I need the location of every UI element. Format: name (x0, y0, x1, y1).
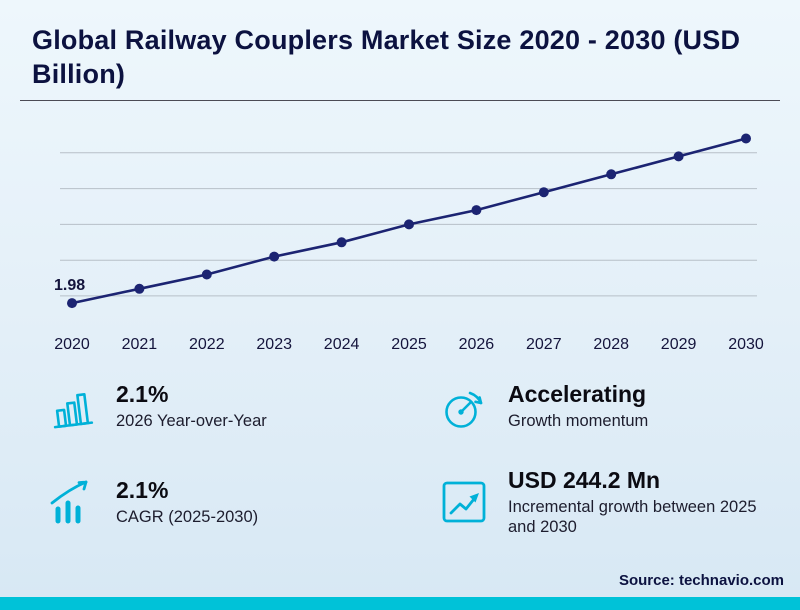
stat-value: Accelerating (508, 381, 647, 408)
svg-text:2026: 2026 (459, 336, 495, 353)
stat-text: 2.1% CAGR (2025-2030) (116, 477, 258, 528)
stat-text: 2.1% 2026 Year-over-Year (116, 381, 267, 432)
stat-text: USD 244.2 Mn Incremental growth between … (508, 467, 758, 538)
stat-incremental-growth: USD 244.2 Mn Incremental growth between … (436, 467, 784, 538)
stat-label: Growth momentum (508, 412, 649, 431)
speedometer-icon (445, 391, 483, 428)
svg-text:2021: 2021 (122, 336, 158, 353)
svg-text:2023: 2023 (256, 336, 292, 353)
chart-growth-icon (442, 481, 486, 523)
stats-grid: 2.1% 2026 Year-over-Year Accelerating Gr… (0, 365, 800, 538)
footer-strip (0, 597, 800, 610)
svg-text:2029: 2029 (661, 336, 697, 353)
svg-text:2024: 2024 (324, 336, 360, 353)
svg-text:2025: 2025 (391, 336, 427, 353)
stat-label: 2026 Year-over-Year (116, 412, 267, 431)
svg-text:2030: 2030 (728, 336, 764, 353)
svg-text:2027: 2027 (526, 336, 562, 353)
growth-bars-icon (50, 480, 88, 524)
stat-label: Incremental growth between 2025 and 2030 (508, 497, 757, 537)
stat-cagr: 2.1% CAGR (2025-2030) (44, 467, 436, 538)
stat-label: CAGR (2025-2030) (116, 507, 259, 526)
page-title: Global Railway Couplers Market Size 2020… (32, 25, 741, 89)
title-divider (20, 99, 780, 101)
svg-text:1.98: 1.98 (54, 277, 85, 294)
stat-value: 2.1% (116, 476, 169, 503)
bar-chart-icon (53, 392, 94, 428)
source-credit: Source: technavio.com (618, 572, 784, 589)
stat-momentum: Accelerating Growth momentum (436, 379, 784, 435)
svg-text:2028: 2028 (593, 336, 629, 353)
stat-text: Accelerating Growth momentum (508, 381, 648, 432)
line-chart-svg: 2020 2021 2022 2023 2024 2025 2026 2027 2028 2029… (54, 133, 764, 353)
svg-text:2020: 2020 (54, 336, 90, 353)
svg-text:2022: 2022 (189, 336, 225, 353)
stat-value: 2.1% (116, 381, 169, 408)
stat-value: USD 244.2 Mn (508, 466, 661, 493)
stat-yoy: 2.1% 2026 Year-over-Year (44, 379, 436, 435)
